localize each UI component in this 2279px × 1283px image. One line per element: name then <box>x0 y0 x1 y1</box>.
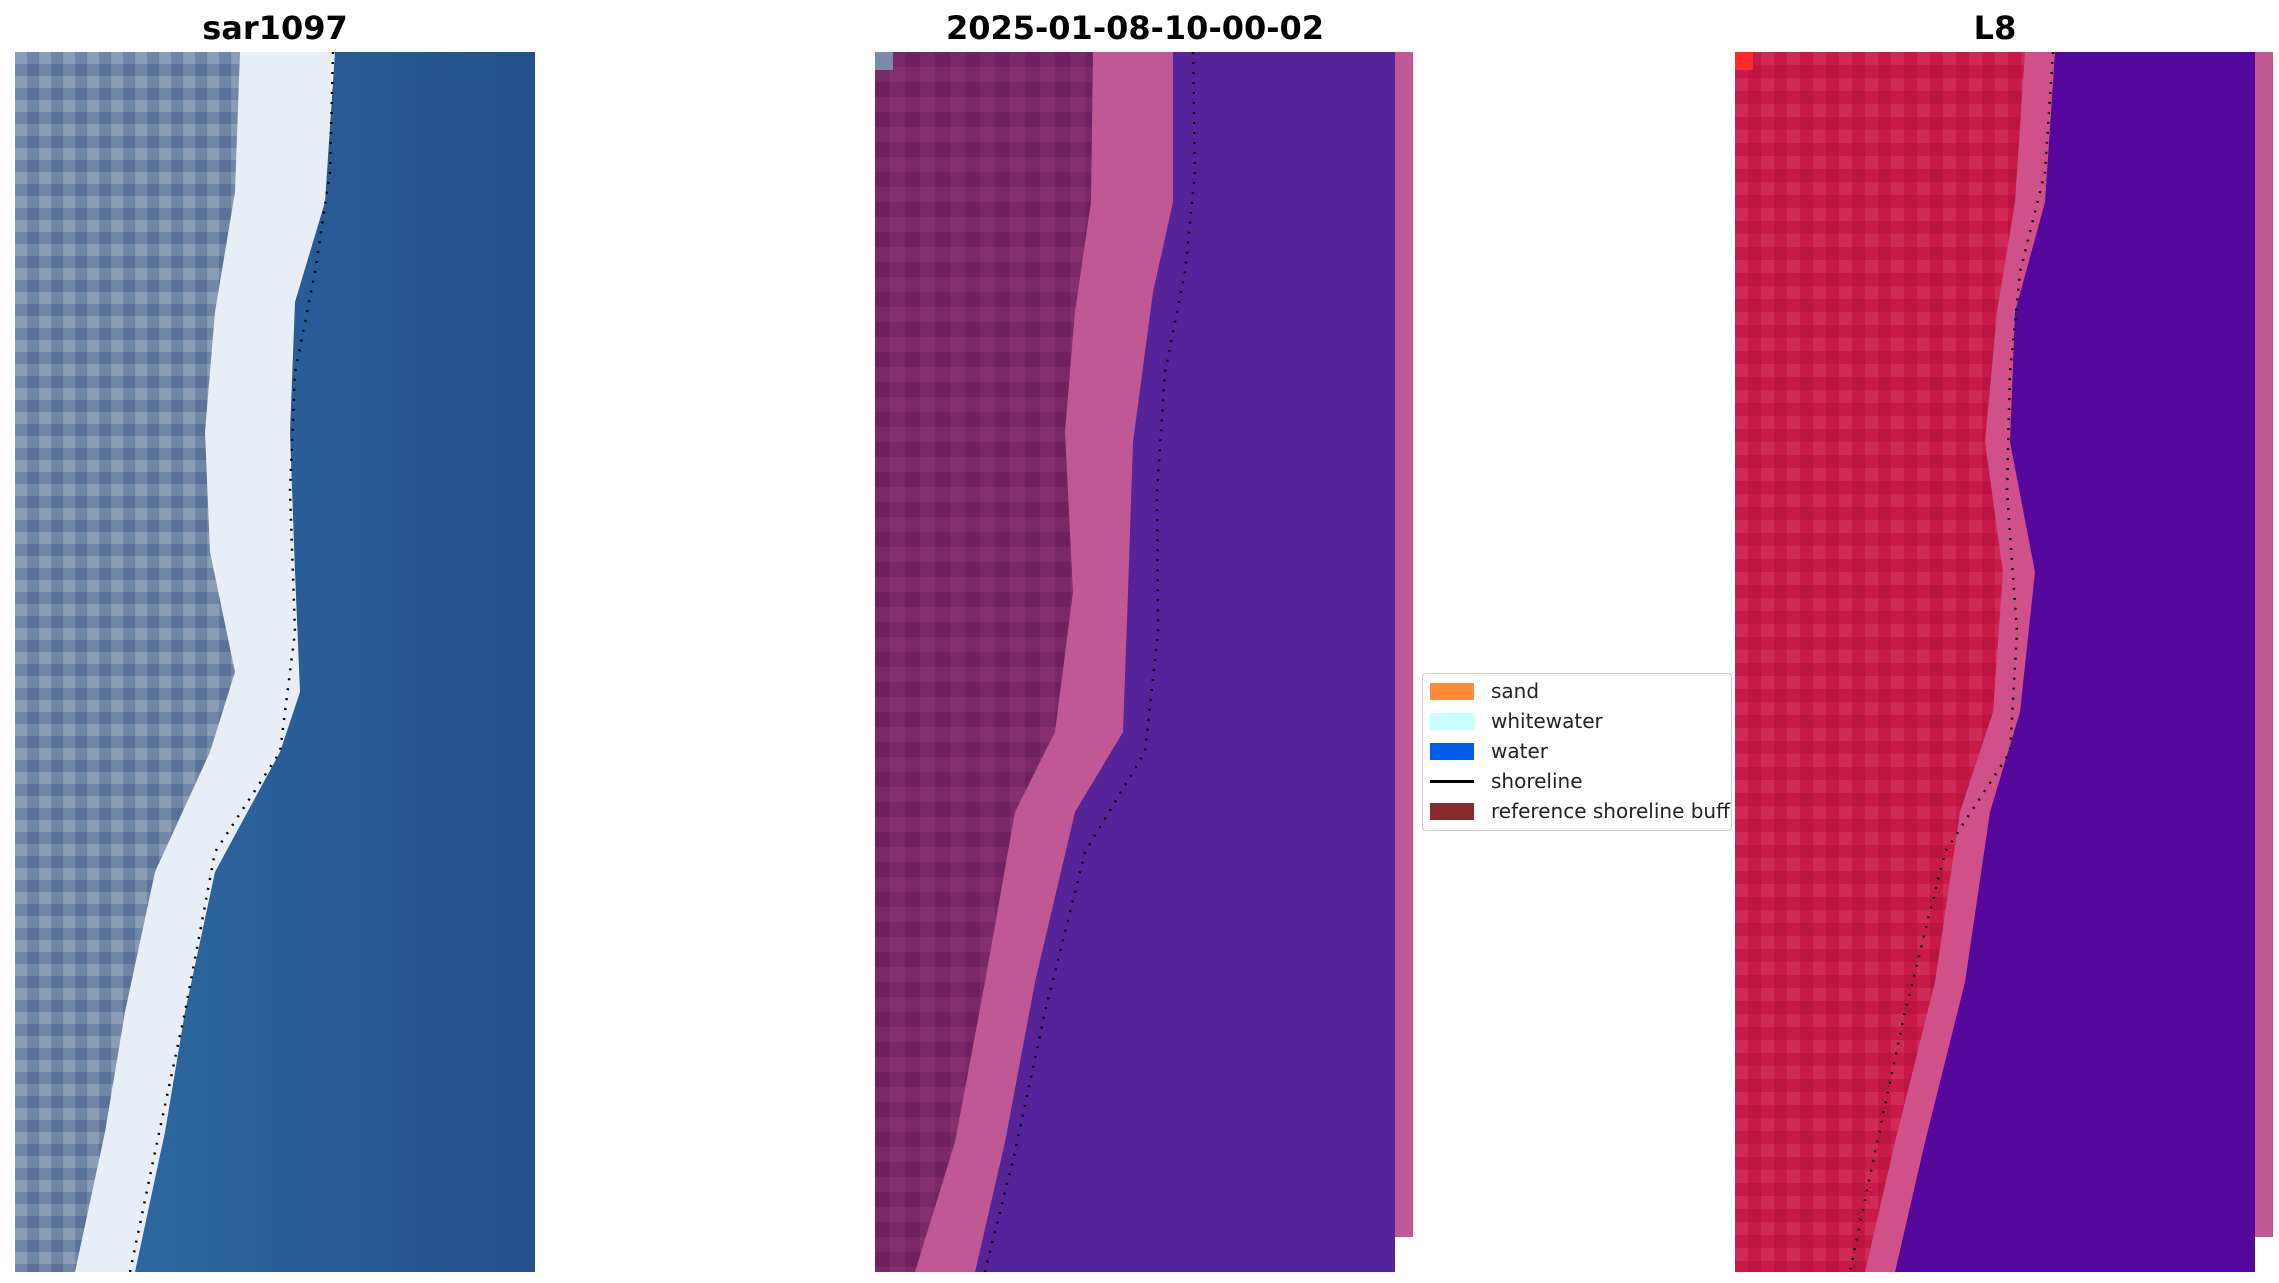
legend: sand whitewater water shoreline referenc… <box>1422 673 1732 831</box>
water-swatch <box>1430 743 1474 760</box>
legend-label: whitewater <box>1491 709 1603 733</box>
classification-image <box>875 52 1413 1272</box>
sand-swatch <box>1430 683 1474 700</box>
legend-item-sand: sand <box>1423 676 1731 706</box>
edge-strip <box>2255 52 2273 1237</box>
panel-title-false-color: L8 <box>1973 9 2017 47</box>
land-area <box>15 52 240 1272</box>
edge-strip <box>1395 52 1413 1237</box>
land-class-area <box>875 52 1093 1272</box>
legend-label: reference shoreline buffer <box>1491 799 1732 823</box>
land-area <box>1735 52 2025 1272</box>
legend-label: water <box>1491 739 1548 763</box>
legend-item-whitewater: whitewater <box>1423 706 1731 736</box>
reference-buffer-swatch <box>1430 803 1474 820</box>
whitewater-swatch <box>1430 713 1474 730</box>
corner-pixel <box>1735 52 1753 70</box>
legend-item-shoreline: shoreline <box>1423 766 1731 796</box>
legend-label: shoreline <box>1491 769 1583 793</box>
rgb-satellite-image <box>15 52 535 1272</box>
shoreline-line-swatch <box>1430 780 1474 783</box>
panel-title-classification: 2025-01-08-10-00-02 <box>945 9 1325 47</box>
false-color-image <box>1735 52 2273 1272</box>
panel-title-rgb: sar1097 <box>202 9 348 47</box>
legend-item-water: water <box>1423 736 1731 766</box>
corner-pixel <box>875 52 893 70</box>
classification-canvas <box>875 52 1413 1272</box>
false-color-canvas <box>1735 52 2273 1272</box>
legend-label: sand <box>1491 679 1540 703</box>
legend-item-reference-buffer: reference shoreline buffer <box>1423 796 1731 826</box>
rgb-image-canvas <box>15 52 535 1272</box>
